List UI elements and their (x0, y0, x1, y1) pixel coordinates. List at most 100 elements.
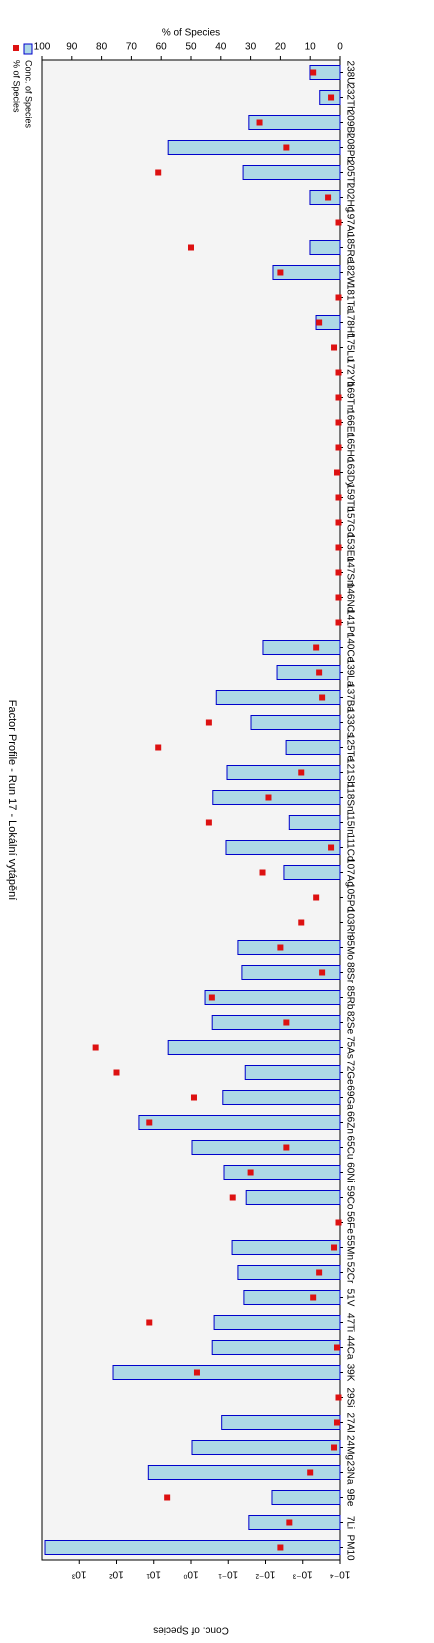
marker (335, 369, 342, 376)
x-tick-label: 232Th (344, 83, 355, 111)
marker (335, 294, 342, 301)
y2-tick-label: 60 (156, 42, 168, 53)
x-tick-label: 47Ti (344, 1313, 355, 1332)
marker (283, 1144, 290, 1151)
marker (316, 669, 323, 676)
marker (307, 1469, 314, 1476)
bar (226, 765, 341, 780)
x-tick-label: 24Mg (344, 1435, 355, 1460)
marker (316, 1269, 323, 1276)
x-tick-label: 159Tb (344, 483, 355, 512)
legend-label: % of Species (12, 60, 22, 113)
x-tick-label: 208Pb (344, 133, 355, 162)
y-tick-label: 10⁻² (255, 1568, 275, 1579)
x-tick-label: 29Si (344, 1387, 355, 1407)
bar (211, 1015, 341, 1030)
x-tick-label: 66Zn (344, 1111, 355, 1134)
legend-swatch (13, 45, 19, 51)
marker (334, 1344, 341, 1351)
x-tick-label: 56Fe (344, 1211, 355, 1234)
marker (335, 1394, 342, 1401)
bar (44, 1540, 341, 1555)
y2-tick-label: 50 (185, 42, 197, 53)
x-tick-label: 165Ho (344, 433, 355, 463)
y2-tick-label: 100 (34, 42, 51, 53)
y2-tick-label: 30 (245, 42, 257, 53)
marker (92, 1044, 99, 1051)
marker (335, 419, 342, 426)
marker (247, 1169, 254, 1176)
marker (331, 1444, 338, 1451)
bar (212, 790, 341, 805)
marker (334, 469, 341, 476)
marker (335, 519, 342, 526)
x-tick-label: 27Al (344, 1412, 355, 1432)
marker (277, 269, 284, 276)
y-tick-label: 10³ (71, 1568, 86, 1579)
y-tick-label: 10² (109, 1568, 124, 1579)
x-tick-label: 95Mo (344, 935, 355, 960)
x-tick-label: 60Ni (344, 1162, 355, 1183)
marker (335, 394, 342, 401)
bar (271, 1490, 341, 1505)
marker (277, 1544, 284, 1551)
x-tick-label: 172Yb (344, 358, 355, 387)
x-tick-label: 82Se (344, 1011, 355, 1035)
bar (222, 1090, 341, 1105)
marker (335, 569, 342, 576)
x-tick-label: 9Be (344, 1489, 355, 1507)
bar (276, 665, 341, 680)
marker (259, 869, 266, 876)
y-tick-label: 10¹ (146, 1568, 161, 1579)
bar (248, 115, 341, 130)
x-tick-label: 205Tl (344, 160, 355, 185)
x-tick-label: 75As (344, 1036, 355, 1059)
x-tick-label: 163Dy (344, 458, 355, 487)
x-tick-label: 105Pd (344, 883, 355, 912)
marker (335, 1219, 342, 1226)
marker (265, 794, 272, 801)
marker (164, 1494, 171, 1501)
marker (205, 719, 212, 726)
bar (243, 1290, 341, 1305)
x-tick-label: 39K (344, 1364, 355, 1382)
marker (155, 744, 162, 751)
bar (288, 815, 341, 830)
marker (208, 994, 215, 1001)
marker (283, 1019, 290, 1026)
bar (262, 640, 341, 655)
bar (309, 190, 341, 205)
marker (335, 219, 342, 226)
x-tick-label: 147Sm (344, 557, 355, 589)
y2-axis-title: % of Species (162, 28, 220, 39)
marker (283, 144, 290, 151)
marker (335, 444, 342, 451)
x-tick-label: 146Nd (344, 583, 355, 612)
x-tick-label: 69Ga (344, 1085, 355, 1110)
marker (286, 1519, 293, 1526)
marker (331, 344, 338, 351)
bar (250, 715, 341, 730)
bar (231, 1240, 341, 1255)
x-tick-label: 157Gd (344, 507, 355, 537)
legend-swatch (23, 43, 33, 55)
bar (213, 1315, 341, 1330)
marker (331, 1244, 338, 1251)
bar (191, 1140, 341, 1155)
marker (190, 1094, 197, 1101)
bar (223, 1165, 341, 1180)
marker (316, 319, 323, 326)
bar (225, 840, 341, 855)
bar (248, 1515, 341, 1530)
x-tick-label: 118Sn (344, 783, 355, 811)
x-tick-label: 55Mn (344, 1235, 355, 1260)
x-tick-label: 7Li (344, 1516, 355, 1529)
x-tick-label: 88Sr (344, 962, 355, 984)
y2-tick-label: 90 (66, 42, 78, 53)
x-tick-label: 182W (344, 259, 355, 286)
x-tick-label: 141Pr (344, 609, 355, 636)
x-tick-label: 238U (344, 61, 355, 85)
marker (313, 894, 320, 901)
marker (146, 1319, 153, 1326)
bar (285, 740, 341, 755)
